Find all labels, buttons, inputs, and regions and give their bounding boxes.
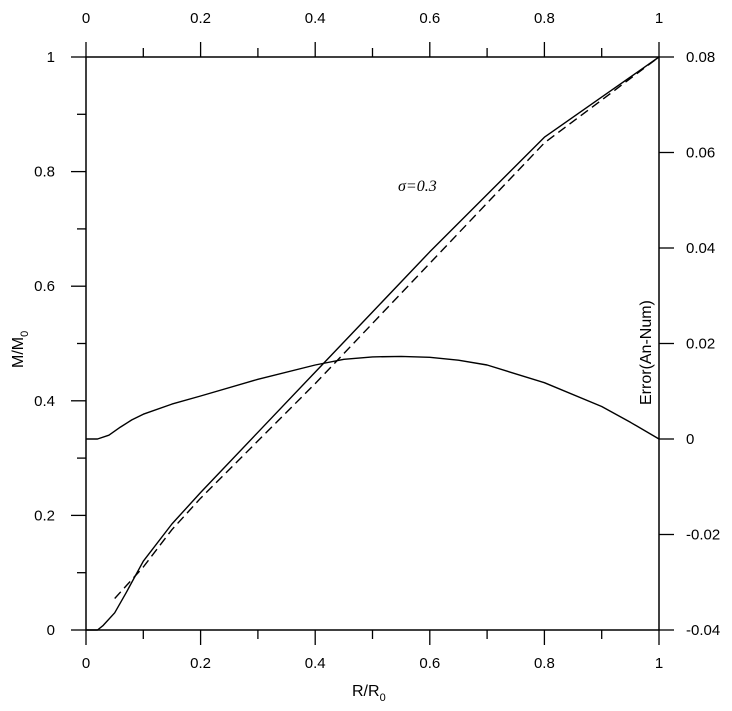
y-tick-label: 0	[47, 622, 55, 639]
x-top-tick-label: 0.2	[190, 10, 211, 27]
y2-tick-label: 0.02	[686, 336, 715, 353]
x-top-tick-label: 0.6	[419, 10, 440, 27]
series-group	[86, 56, 660, 631]
x-tick-label: 0.4	[305, 655, 326, 672]
y-axis-label: M/M0	[10, 331, 31, 368]
y2-tick-label: 0.04	[686, 240, 715, 257]
y-tick-label: 0.4	[34, 393, 55, 410]
series-line-1	[86, 56, 660, 631]
x-top-tick-label: 0.4	[305, 10, 326, 27]
y-tick-label: 0.6	[34, 278, 55, 295]
x-tick-label: 0	[82, 655, 90, 672]
x-top-tick-label: 0	[82, 10, 90, 27]
y-tick-label: 1	[47, 49, 55, 66]
y-tick-label: 0.2	[34, 507, 55, 524]
x-top-tick-label: 0.8	[534, 10, 555, 27]
x-axis-label: R/R0	[352, 683, 386, 704]
y2-tick-label: 0	[686, 431, 694, 448]
plot-frame	[85, 56, 660, 631]
y2-tick-label: -0.02	[686, 527, 720, 544]
x-tick-label: 0.8	[534, 655, 555, 672]
series-line-2	[114, 56, 660, 599]
y2-tick-label: -0.04	[686, 622, 720, 639]
y2-tick-label: 0.08	[686, 49, 715, 66]
x-top-tick-label: 1	[655, 10, 663, 27]
x-tick-label: 1	[655, 655, 663, 672]
annotation-sigma: σ=0.3	[398, 178, 437, 195]
tick-marks	[71, 42, 674, 645]
tick-labels: 0 0.2 0.4 0.6 0.8 1 0 0.2 0.4 0.6 0.8 1 0 0.2 0.4 0.6 0.…	[34, 10, 720, 672]
x-tick-label: 0.2	[190, 655, 211, 672]
y-tick-label: 0.8	[34, 164, 55, 181]
y2-axis-label: Error(An-Num)	[638, 300, 655, 405]
series-line-3	[86, 355, 660, 440]
y2-tick-label: 0.06	[686, 145, 715, 162]
x-tick-label: 0.6	[419, 655, 440, 672]
